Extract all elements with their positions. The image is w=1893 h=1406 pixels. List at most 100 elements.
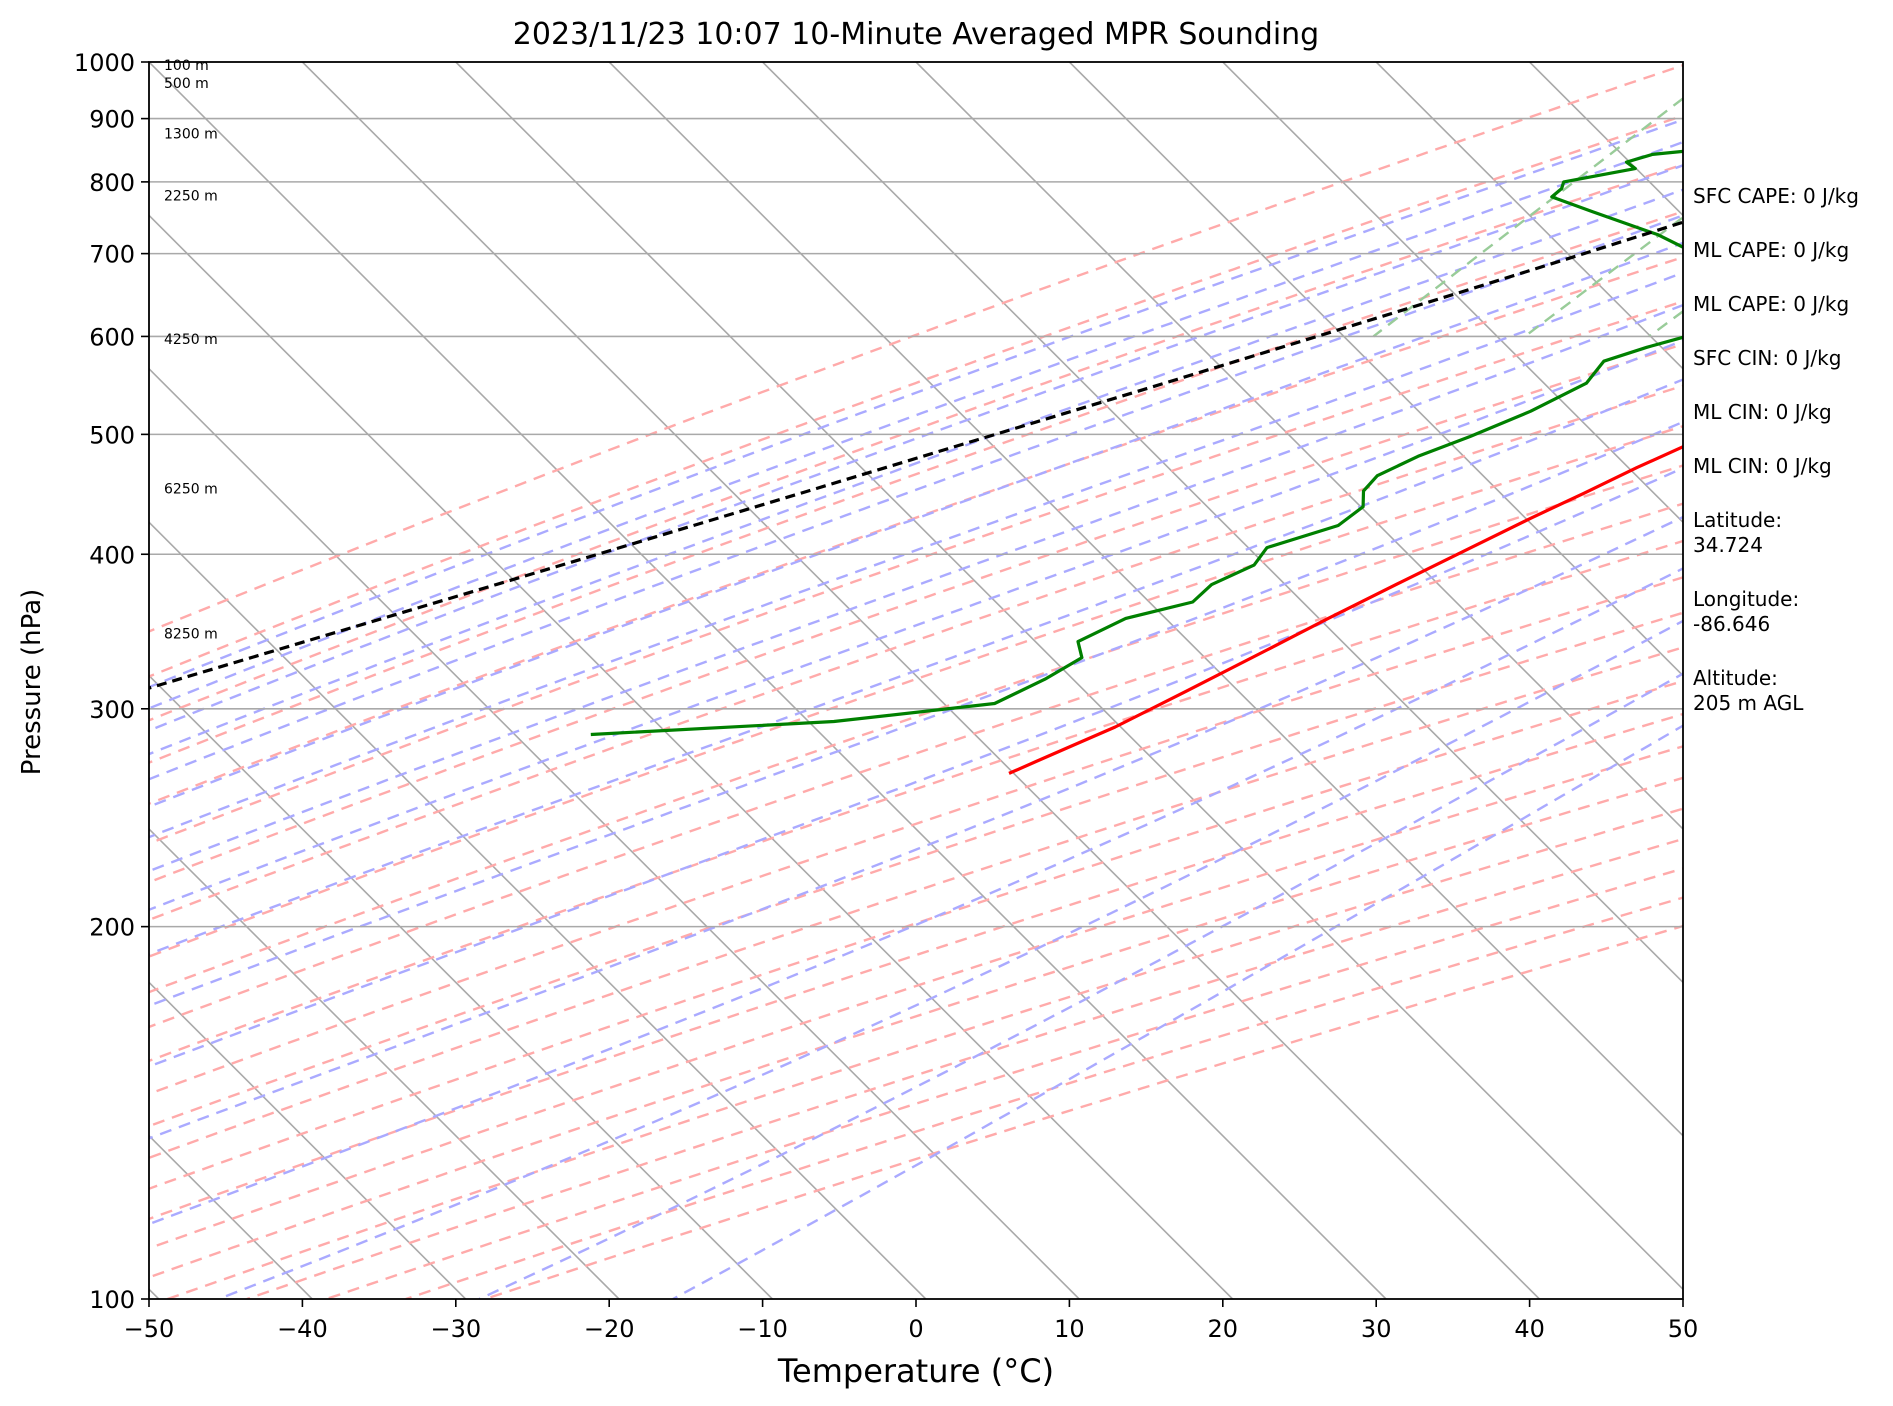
- dry-adiabat-line: [405, 896, 1683, 1299]
- moist-adiabat-line: [149, 118, 1683, 689]
- latitude-block: Latitude: 34.724: [1693, 508, 1888, 558]
- isotherm-line: [455, 62, 1683, 1291]
- y-tick-label: 400: [89, 541, 135, 569]
- dry-adiabat-line: [149, 300, 1683, 845]
- moist-adiabat-line: [149, 214, 1683, 781]
- dry-adiabat-line: [149, 712, 1683, 1221]
- height-labels: 8250 m 6250 m 4250 m 2250 m 1300 m 500 m 100 m: [164, 58, 218, 642]
- y-tick-label: 300: [89, 696, 135, 724]
- dry-adiabat-line: [149, 342, 1683, 884]
- moist-adiabat-line: [149, 466, 1683, 1068]
- x-axis-label: Temperature (°C): [777, 1352, 1054, 1390]
- x-tick-label: −40: [277, 1315, 328, 1343]
- dry-adiabat-line: [149, 745, 1683, 1250]
- dry-adiabat-line: [149, 646, 1683, 1160]
- isotherm-line: [149, 981, 467, 1299]
- height-label: 100 m: [164, 58, 209, 74]
- dry-adiabat-line: [149, 679, 1683, 1190]
- x-tick-label: 30: [1361, 1315, 1392, 1343]
- moist-adiabat-line: [149, 188, 1683, 756]
- sounding-traces: [149, 149, 1683, 775]
- dry-adiabat-line: [149, 163, 1683, 722]
- sounding-trace-0: [1008, 445, 1683, 775]
- y-tick-label: 100: [89, 1286, 135, 1314]
- altitude-block: Altitude: 205 m AGL: [1693, 666, 1888, 716]
- x-tick-label: 40: [1514, 1315, 1545, 1343]
- dry-adiabat-line: [149, 384, 1683, 922]
- isotherm-line: [301, 62, 1540, 1299]
- mixing-ratio-line: [1524, 215, 1683, 338]
- x-tick-label: −10: [737, 1315, 788, 1343]
- isotherm-line: [149, 367, 1080, 1299]
- x-tick-label: −50: [124, 1315, 175, 1343]
- sounding-trace-2: [149, 220, 1683, 690]
- moist-adiabat-line: [672, 724, 1683, 1299]
- isotherm-line: [149, 827, 620, 1299]
- moist-adiabat-line: [149, 420, 1683, 1008]
- y-axis-label: Pressure (hPa): [17, 589, 47, 776]
- x-tick-label: 0: [908, 1315, 923, 1343]
- background-lines: [0, 62, 1683, 1299]
- isotherm-line: [149, 521, 927, 1299]
- y-tick-label: 200: [89, 914, 135, 942]
- isotherm-line: [608, 62, 1683, 1137]
- sounding-stats-panel: SFC CAPE: 0 J/kg ML CAPE: 0 J/kg ML CAPE…: [1693, 184, 1888, 745]
- y-tick-label: 900: [89, 106, 135, 134]
- longitude-value: -86.646: [1693, 612, 1771, 636]
- sfc-cape-text: SFC CAPE: 0 J/kg: [1693, 184, 1859, 208]
- x-tick-label: 20: [1208, 1315, 1239, 1343]
- moist-adiabat-line: [149, 378, 1683, 956]
- moist-adiabat-line: [149, 164, 1683, 732]
- isotherm-line: [1068, 62, 1683, 677]
- dry-adiabat-line: [246, 837, 1683, 1299]
- mixing-ratio-line: [1372, 96, 1683, 338]
- ml-cape-text-2: ML CAPE: 0 J/kg: [1693, 292, 1850, 316]
- isotherm-line: [0, 62, 5, 1299]
- longitude-block: Longitude: -86.646: [1693, 587, 1888, 637]
- isotherm-line: [149, 62, 1387, 1299]
- isotherm-line: [1375, 62, 1683, 370]
- dry-adiabat-line: [167, 807, 1683, 1299]
- dry-adiabat-line: [149, 464, 1683, 994]
- isotherm-line: [915, 62, 1683, 831]
- pressure-gridlines: [149, 117, 1683, 928]
- dry-adiabat-line: [149, 255, 1683, 805]
- height-label: 6250 m: [164, 482, 218, 498]
- dry-adiabat-line: [149, 776, 1683, 1279]
- moist-adiabat-line: [218, 619, 1683, 1299]
- ml-cin-text-2: ML CIN: 0 J/kg: [1693, 454, 1832, 478]
- height-label: 500 m: [164, 76, 209, 92]
- altitude-label: Altitude:: [1693, 666, 1778, 690]
- y-tick-label: 800: [89, 169, 135, 197]
- moist-adiabat-line: [149, 339, 1683, 912]
- isotherm-line: [1222, 62, 1683, 524]
- dry-adiabat-line: [149, 114, 1683, 678]
- dry-adiabat-line: [149, 576, 1683, 1096]
- longitude-label: Longitude:: [1693, 587, 1800, 611]
- y-tick-label: 1000: [74, 49, 135, 77]
- ml-cape-text: ML CAPE: 0 J/kg: [1693, 238, 1850, 262]
- latitude-label: Latitude:: [1693, 508, 1783, 532]
- moist-adiabat-line: [149, 140, 1683, 710]
- height-label: 1300 m: [164, 127, 218, 143]
- moist-adiabat-line: [149, 271, 1683, 839]
- isotherm-line: [149, 214, 1234, 1299]
- x-tick-label: −30: [430, 1315, 481, 1343]
- sounding-trace-1: [590, 149, 1683, 737]
- x-tick-label: 10: [1054, 1315, 1085, 1343]
- dry-adiabat-line: [149, 539, 1683, 1063]
- y-tick-label: 500: [89, 421, 135, 449]
- height-label: 8250 m: [164, 627, 218, 643]
- dry-adiabat-line: [149, 502, 1683, 1029]
- moist-adiabat-line: [149, 515, 1683, 1140]
- height-label: 4250 m: [164, 332, 218, 348]
- moist-adiabat-line: [149, 567, 1683, 1226]
- moist-adiabat-line: [149, 303, 1683, 873]
- dry-adiabat-line: [149, 210, 1683, 764]
- chart-title: 2023/11/23 10:07 10-Minute Averaged MPR …: [513, 17, 1319, 52]
- dry-adiabat-line: [149, 611, 1683, 1128]
- dry-adiabat-line: [149, 424, 1683, 958]
- x-axis: −50 −40 −30 −20 −10 0 10 20 30 40 50: [124, 1299, 1698, 1343]
- ml-cin-text: ML CIN: 0 J/kg: [1693, 400, 1832, 424]
